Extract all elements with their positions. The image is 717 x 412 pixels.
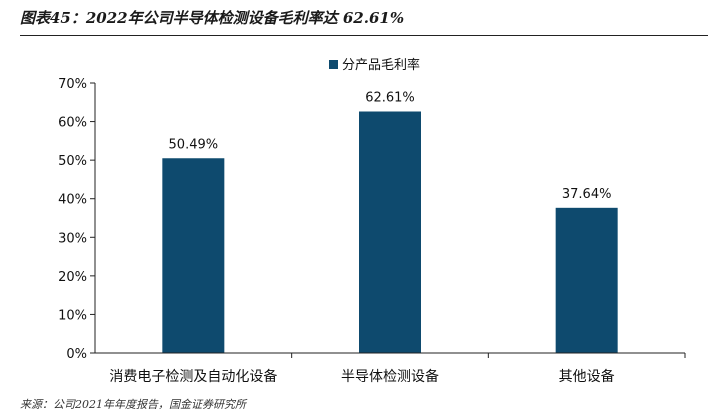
y-tick-label: 40%	[58, 193, 87, 208]
figure-title: 图表45：2022年公司半导体检测设备毛利率达 62.61%	[20, 9, 405, 27]
bar-1	[162, 158, 225, 353]
x-tick-label: 其他设备	[559, 368, 615, 385]
bar-2	[359, 111, 421, 353]
legend-label: 分产品毛利率	[342, 57, 420, 73]
y-tick-label: 50%	[58, 154, 87, 169]
y-tick-label: 60%	[58, 116, 87, 131]
data-label-2: 62.61%	[365, 91, 415, 106]
y-tick-label: 20%	[58, 270, 87, 285]
legend-swatch	[329, 60, 338, 69]
y-tick-label: 10%	[58, 308, 87, 323]
source-note: 来源：公司2021年年度报告，国金证券研究所	[20, 398, 246, 411]
x-axis-labels: 消费电子检测及自动化设备 半导体检测设备 其他设备	[109, 353, 686, 385]
x-tick-label: 消费电子检测及自动化设备	[109, 368, 277, 385]
legend: 分产品毛利率	[329, 57, 420, 73]
data-label-3: 37.64%	[562, 187, 612, 202]
data-label-1: 50.49%	[169, 137, 219, 152]
data-labels: 50.49% 62.61% 37.64%	[169, 91, 612, 202]
title-divider	[20, 35, 708, 36]
bar-3	[555, 207, 618, 353]
y-tick-label: 0%	[66, 347, 87, 362]
y-tick-label: 70%	[58, 77, 87, 92]
bars	[162, 111, 618, 353]
y-axis-ticks: 0% 10% 20% 30% 40% 50% 60% 70%	[58, 77, 95, 362]
y-tick-label: 30%	[58, 231, 87, 246]
x-tick-label: 半导体检测设备	[341, 368, 439, 385]
